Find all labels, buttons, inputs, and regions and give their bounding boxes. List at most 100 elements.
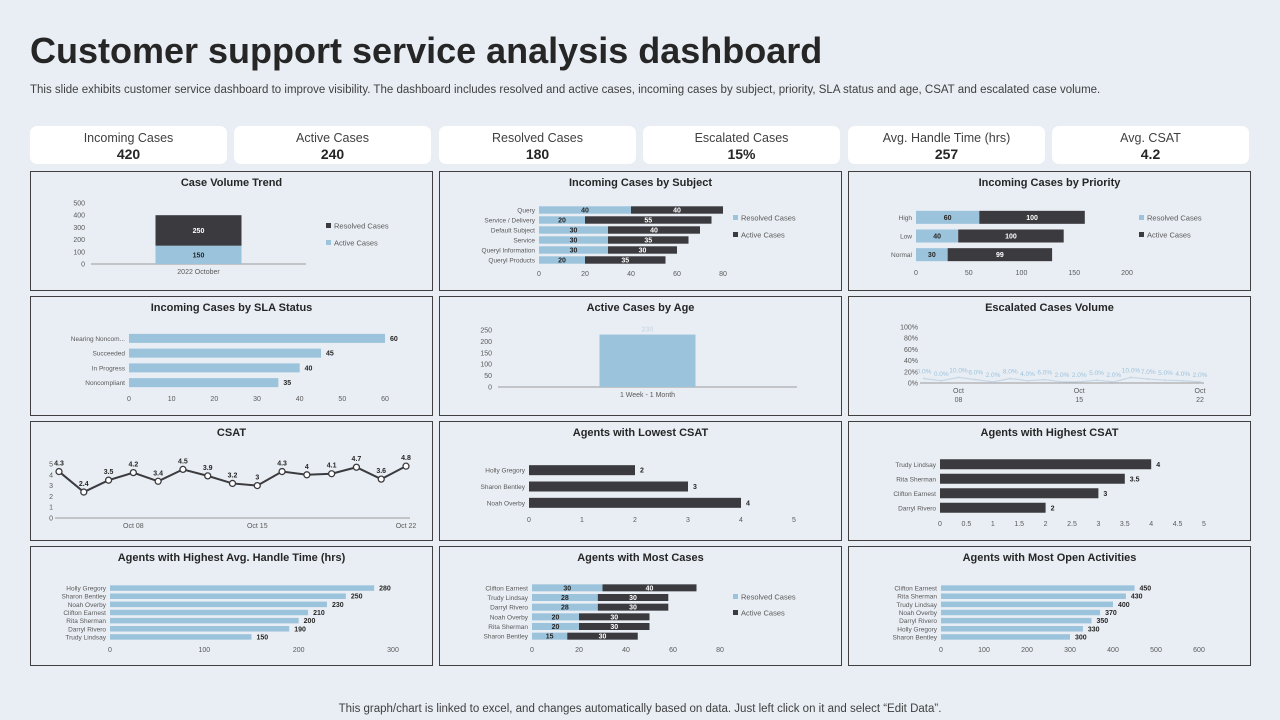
x-tick-label: 2 <box>1044 521 1048 528</box>
data-point <box>352 463 361 471</box>
bar <box>602 584 697 592</box>
kpi-card-csat: Avg. CSAT 4.2 <box>1052 126 1249 164</box>
category-label: Nearing Noncom... <box>71 336 125 343</box>
bar <box>539 256 585 264</box>
data-label: 100 <box>1026 215 1038 222</box>
y-tick-label: 5 <box>49 462 53 469</box>
data-label: 30 <box>629 605 637 612</box>
data-label: 40 <box>305 365 313 372</box>
data-label: 30 <box>570 228 578 235</box>
data-label: 3.4 <box>153 470 163 477</box>
y-tick-label: 200 <box>73 237 85 244</box>
data-label: 6.0% <box>968 370 983 377</box>
category-label: Query <box>517 208 535 215</box>
data-label: 20 <box>558 218 566 225</box>
x-tick-label: Oct 15 <box>247 523 268 530</box>
data-label: 40 <box>933 234 941 241</box>
x-tick-label: 300 <box>387 647 399 654</box>
x-tick-label: 4 <box>1149 521 1153 528</box>
x-tick-label: 1.5 <box>1014 521 1024 528</box>
x-tick-label: 100 <box>198 647 210 654</box>
data-point <box>303 471 311 479</box>
data-label: 10.0% <box>1122 367 1141 374</box>
y-tick-label: 250 <box>480 328 492 335</box>
incoming-by-priority-chart: 0 50 100 150 200 High 60 100 Low 40 100 Normal 30 99 R… <box>891 210 1202 277</box>
chart-title: Agents with Most Cases <box>577 552 704 564</box>
category-label: Service <box>513 238 535 245</box>
category-label: Normal <box>891 252 913 259</box>
bar <box>539 246 608 254</box>
category-label: Darryl Rivero <box>899 618 937 625</box>
kpi-label: Avg. CSAT <box>1120 131 1181 145</box>
data-label: 35 <box>621 258 629 265</box>
data-point <box>1009 377 1012 380</box>
x-tick-label: Oct 22 <box>396 523 417 530</box>
y-tick-label: 20% <box>904 369 918 376</box>
x-tick-label: 200 <box>1121 270 1133 277</box>
data-label: 250 <box>351 594 363 601</box>
category-label: Trudy Lindsay <box>896 602 937 609</box>
data-label: 55 <box>644 218 652 225</box>
category-label: Queryl Information <box>482 248 536 255</box>
bar <box>110 593 346 599</box>
data-label: 4.0% <box>1175 371 1190 378</box>
x-tick-label: 80 <box>716 647 724 654</box>
kpi-value: 4.2 <box>1140 146 1161 162</box>
incoming-by-sla-chart: 0 10 20 30 40 50 60 Nearing Noncom... 60 Succeede… <box>71 333 398 403</box>
x-tick-label: 30 <box>253 396 261 403</box>
y-tick-label: 0 <box>81 262 85 269</box>
data-label: 4 <box>305 464 309 471</box>
data-point <box>1130 376 1132 379</box>
data-label: 400 <box>1118 602 1130 609</box>
chart-title: Agents with Highest CSAT <box>980 427 1119 439</box>
bar <box>916 248 948 262</box>
x-tick-label: 20 <box>581 271 589 278</box>
panel-escalated-volume: Escalated Cases Volume 0% 20% 40% 60% 80% 100… <box>848 296 1251 416</box>
x-tick-label: 2 <box>633 517 637 524</box>
legend-label: Active Cases <box>741 231 785 240</box>
data-point <box>228 479 237 488</box>
category-label: Succeeded <box>92 351 125 358</box>
data-label: 30 <box>629 595 637 602</box>
bar <box>941 609 1101 616</box>
category-label: Darryl Rivero <box>898 505 936 512</box>
y-tick-label: 80% <box>904 336 918 343</box>
legend-label: Resolved Cases <box>741 214 796 223</box>
data-label: 2 <box>1051 505 1055 512</box>
category-label: Sharon Bentley <box>481 484 526 491</box>
panel-incoming-by-priority: Incoming Cases by Priority 0 50 100 150 200 H… <box>848 171 1251 291</box>
x-tick-label: 80 <box>719 271 727 278</box>
data-label: 45 <box>326 351 334 358</box>
data-point <box>402 462 410 470</box>
data-label: 3 <box>693 484 697 491</box>
data-label: 3.5 <box>1130 476 1140 483</box>
bar <box>916 210 980 224</box>
legend-swatch <box>733 232 738 237</box>
x-tick-label: 0 <box>914 270 918 277</box>
x-tick-label: 4.5 <box>1173 521 1183 528</box>
panel-most-cases: Agents with Most Cases 0 20 40 60 80 Clifton … <box>439 546 842 666</box>
x-tick-label: 2.5 <box>1067 521 1077 528</box>
category-label: Rita Sherman <box>897 594 937 601</box>
kpi-card-handle-time: Avg. Handle Time (hrs) 257 <box>848 126 1045 164</box>
bar <box>110 601 327 608</box>
data-label: 4.5 <box>178 458 188 465</box>
data-label: 3.6 <box>376 468 386 475</box>
bar <box>941 626 1083 632</box>
x-tick-label: 10 <box>168 396 176 403</box>
data-label: 2.0% <box>1055 372 1070 379</box>
bar <box>599 334 696 387</box>
data-point <box>1147 378 1150 381</box>
bar <box>532 603 598 611</box>
x-tick-label: 15 <box>1075 397 1083 404</box>
chart-title: Active Cases by Age <box>586 302 695 314</box>
legend-label: Resolved Cases <box>741 593 796 602</box>
data-label: 350 <box>1097 618 1109 625</box>
x-tick-label: Oct <box>1074 388 1085 395</box>
data-label: 3 <box>255 475 259 482</box>
category-label: Holly Gregory <box>66 586 106 593</box>
panel-csat: CSAT 0 1 2 3 4 5 4.3 2.4 3.5 4.2 3.4 4.5 3.9 3.2 3 4.3 4… <box>30 421 433 541</box>
category-label: Noah Overby <box>490 614 529 621</box>
bar <box>597 603 669 611</box>
data-point <box>253 481 261 490</box>
